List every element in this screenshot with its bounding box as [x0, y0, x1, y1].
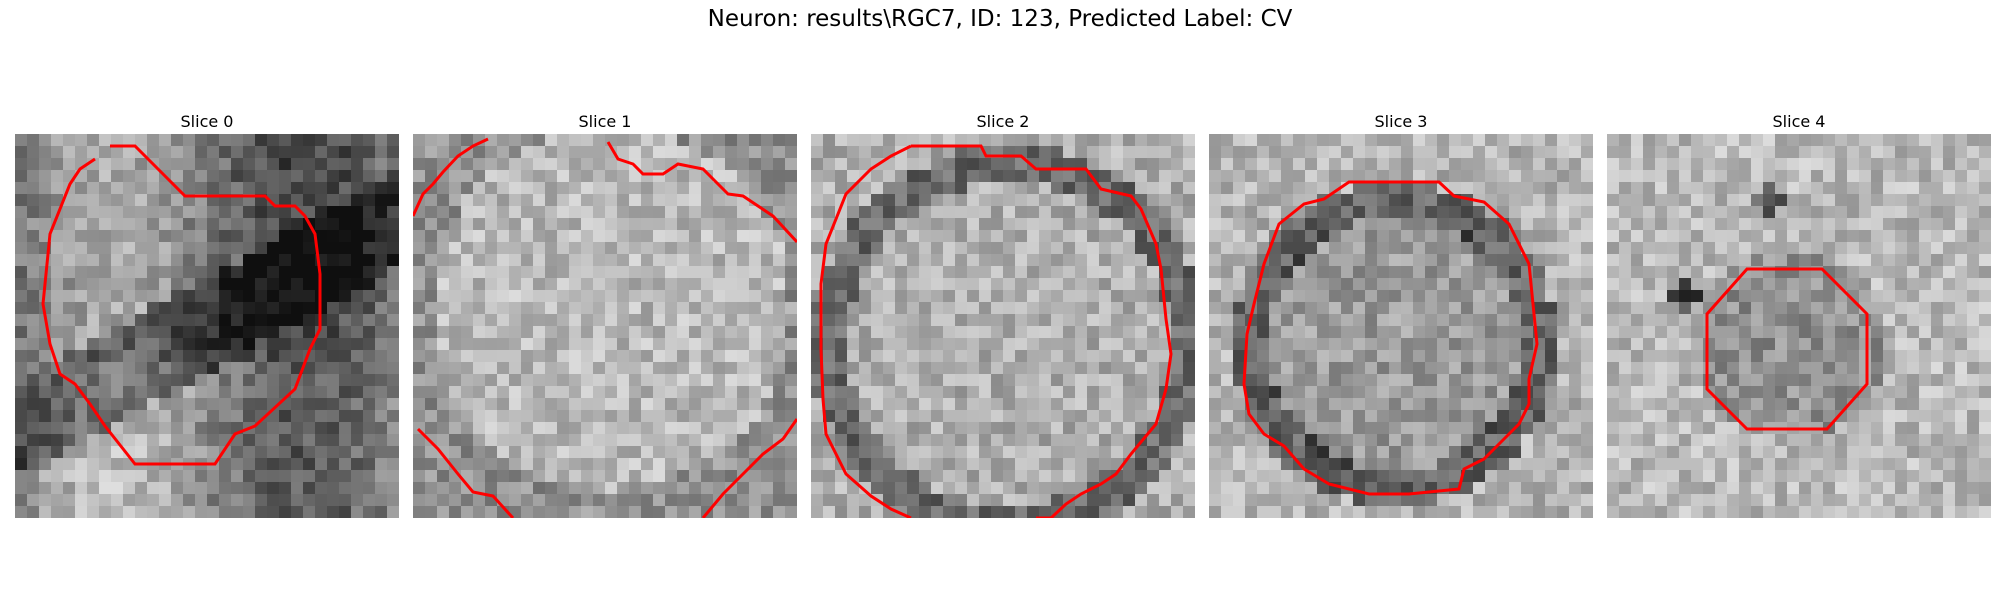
slice-panel-1: Slice 1 — [413, 110, 797, 518]
slice-panel-4: Slice 4 — [1607, 110, 1991, 518]
slice-image-4 — [1607, 134, 1991, 518]
slice-title: Slice 2 — [811, 110, 1195, 134]
slice-image-2 — [811, 134, 1195, 518]
pixel-texture — [811, 134, 1195, 518]
pixel-texture — [413, 134, 797, 518]
pixel-texture — [1607, 134, 1991, 518]
slice-title: Slice 1 — [413, 110, 797, 134]
slice-panel-2: Slice 2 — [811, 110, 1195, 518]
slice-image-1 — [413, 134, 797, 518]
slice-image-0 — [15, 134, 399, 518]
slice-panel-3: Slice 3 — [1209, 110, 1593, 518]
slice-panel-0: Slice 0 — [15, 110, 399, 518]
slice-image-3 — [1209, 134, 1593, 518]
pixel-texture — [15, 134, 399, 518]
slice-title: Slice 4 — [1607, 110, 1991, 134]
slice-title: Slice 3 — [1209, 110, 1593, 134]
slice-title: Slice 0 — [15, 110, 399, 134]
